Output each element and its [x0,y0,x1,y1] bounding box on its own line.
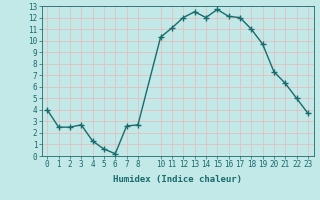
X-axis label: Humidex (Indice chaleur): Humidex (Indice chaleur) [113,175,242,184]
